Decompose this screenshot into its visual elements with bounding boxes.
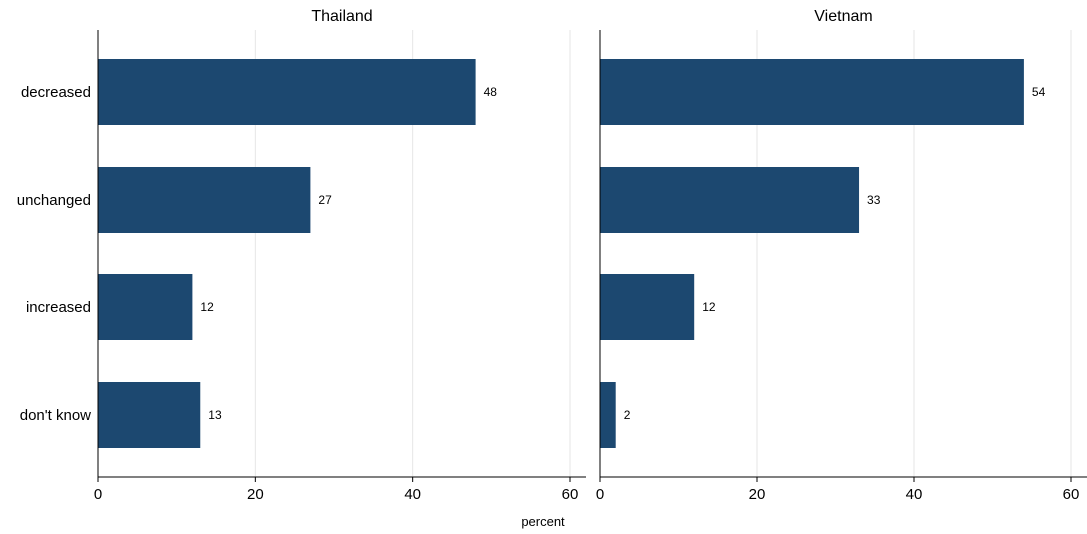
bar: [600, 382, 616, 448]
bar: [98, 59, 476, 125]
x-tick-label: 60: [1063, 486, 1080, 503]
x-tick-label: 40: [906, 486, 923, 503]
x-tick-label: 40: [404, 486, 421, 503]
bar: [600, 274, 695, 340]
x-tick-label: 20: [247, 486, 264, 503]
x-tick-label: 60: [562, 486, 579, 503]
bar: [600, 59, 1024, 125]
x-axis-title: percent: [521, 514, 565, 529]
bar: [600, 167, 860, 233]
x-tick-label: 0: [94, 486, 102, 503]
data-label: 12: [200, 300, 214, 314]
category-label: decreased: [21, 84, 91, 101]
data-label: 48: [484, 85, 498, 99]
bar: [98, 382, 201, 448]
panel-title: Vietnam: [814, 8, 872, 25]
category-label: unchanged: [17, 192, 91, 209]
bar: [98, 167, 311, 233]
data-label: 2: [624, 408, 631, 422]
bar: [98, 274, 193, 340]
category-label: don't know: [20, 407, 91, 424]
panel-title: Thailand: [311, 8, 372, 25]
data-label: 27: [318, 193, 332, 207]
panel-thailand: Thailand 48 decreased 27 unchanged 12 increase…: [17, 8, 586, 503]
x-tick-label: 20: [749, 486, 766, 503]
data-label: 13: [208, 408, 222, 422]
category-label: increased: [26, 299, 91, 316]
data-label: 12: [702, 300, 716, 314]
x-tick-label: 0: [596, 486, 604, 503]
data-label: 54: [1032, 85, 1046, 99]
data-label: 33: [867, 193, 881, 207]
